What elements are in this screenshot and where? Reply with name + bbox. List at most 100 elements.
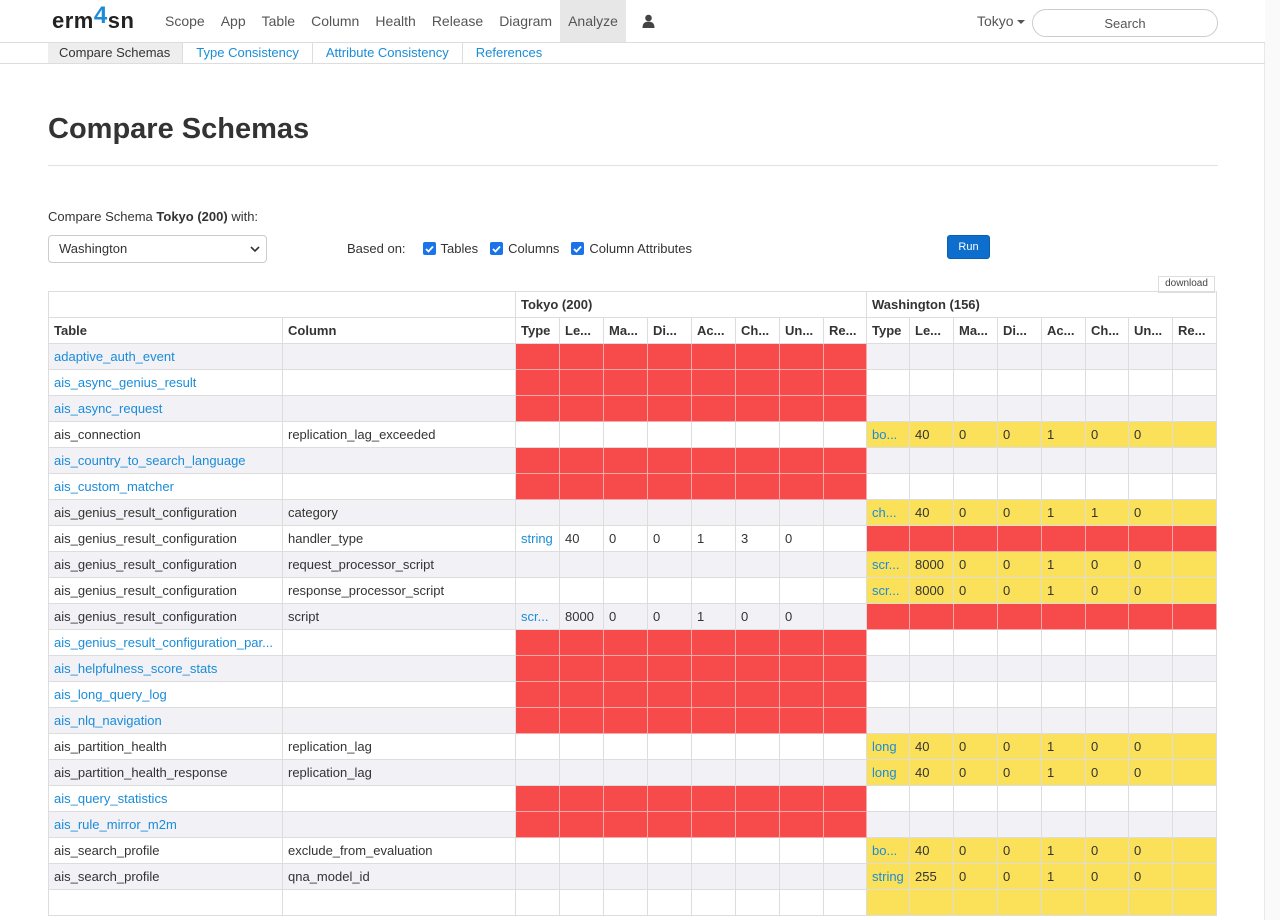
column-header[interactable]: Type	[515, 317, 560, 344]
nav-item-release[interactable]: Release	[431, 13, 484, 29]
type-link[interactable]: string	[872, 869, 904, 884]
option-tables[interactable]: Tables	[422, 241, 478, 256]
missing-cell	[1128, 603, 1173, 630]
type-link[interactable]: bo...	[872, 427, 898, 442]
table-name-cell: ais_partition_health_response	[48, 759, 283, 786]
column-header[interactable]: Re...	[1172, 317, 1217, 344]
run-button[interactable]: Run	[947, 235, 990, 259]
tab-type-consistency[interactable]: Type Consistency	[183, 43, 313, 63]
page-scrollbar[interactable]	[1264, 0, 1280, 920]
target-schema-select[interactable]: Washington	[48, 235, 267, 263]
type-link[interactable]: long	[872, 765, 897, 780]
column-name-cell: request_processor_script	[282, 551, 516, 578]
empty-cell	[823, 551, 867, 578]
nav-item-scope[interactable]: Scope	[165, 13, 205, 29]
nav-item-app[interactable]: App	[220, 13, 246, 29]
column-name-cell	[282, 343, 516, 370]
empty-cell	[1085, 369, 1129, 396]
column-header[interactable]: Ch...	[1085, 317, 1129, 344]
column-header[interactable]: Type	[866, 317, 910, 344]
chevron-down-icon	[250, 246, 260, 253]
empty-cell	[997, 785, 1042, 812]
table-row: ais_country_to_search_language	[48, 447, 1217, 474]
empty-cell	[1041, 707, 1086, 734]
schema-dropdown[interactable]: Tokyo	[977, 0, 1025, 43]
table-name-cell[interactable]: ais_query_statistics	[48, 785, 283, 812]
column-header[interactable]: Ch...	[735, 317, 780, 344]
empty-cell	[603, 733, 648, 760]
type-link[interactable]: string	[521, 531, 553, 546]
nav-item-health[interactable]: Health	[375, 13, 416, 29]
column-header[interactable]: Column	[282, 317, 516, 344]
missing-cell	[823, 395, 867, 422]
checkbox-tables[interactable]	[422, 242, 436, 255]
column-name-cell: script	[282, 603, 516, 630]
nav-item-column[interactable]: Column	[311, 13, 360, 29]
table-name-cell[interactable]: ais_helpfulness_score_stats	[48, 655, 283, 682]
nav-item-table[interactable]: Table	[261, 13, 296, 29]
column-header[interactable]: Ac...	[691, 317, 736, 344]
empty-cell	[691, 837, 736, 864]
column-header[interactable]: Di...	[997, 317, 1042, 344]
attr-cell: 0	[647, 525, 692, 552]
column-header[interactable]: Le...	[909, 317, 954, 344]
table-name-cell[interactable]: ais_rule_mirror_m2m	[48, 811, 283, 838]
search-input[interactable]	[1032, 9, 1218, 37]
table-name-cell[interactable]: ais_custom_matcher	[48, 473, 283, 500]
table-name-cell[interactable]: ais_async_request	[48, 395, 283, 422]
option-columns[interactable]: Columns	[490, 241, 559, 256]
user-icon[interactable]	[626, 0, 672, 42]
table-row: ais_genius_result_configuration handler_t…	[48, 525, 1217, 552]
type-link[interactable]: scr...	[521, 609, 549, 624]
missing-cell	[559, 473, 604, 500]
empty-cell	[866, 369, 910, 396]
table-name-cell[interactable]: ais_country_to_search_language	[48, 447, 283, 474]
table-name-cell[interactable]: ais_long_query_log	[48, 681, 283, 708]
table-name-cell[interactable]: ais_nlq_navigation	[48, 707, 283, 734]
empty-cell	[559, 733, 604, 760]
column-header[interactable]: Ma...	[953, 317, 998, 344]
missing-cell	[779, 681, 824, 708]
column-header[interactable]: Table	[48, 317, 283, 344]
empty-cell	[559, 421, 604, 448]
column-header[interactable]: Un...	[1128, 317, 1173, 344]
empty-cell	[735, 889, 780, 916]
option-column-attributes[interactable]: Column Attributes	[571, 241, 692, 256]
column-header[interactable]: Re...	[823, 317, 867, 344]
missing-cell	[823, 369, 867, 396]
table-name-cell[interactable]: adaptive_auth_event	[48, 343, 283, 370]
empty-cell	[1128, 785, 1173, 812]
checkbox-column-attributes[interactable]	[571, 242, 585, 255]
type-link[interactable]: scr...	[872, 557, 900, 572]
table-name-cell[interactable]: ais_async_genius_result	[48, 369, 283, 396]
nav-item-diagram[interactable]: Diagram	[499, 13, 553, 29]
column-header[interactable]: Di...	[647, 317, 692, 344]
type-link[interactable]: ch...	[872, 505, 897, 520]
type-link[interactable]: scr...	[872, 583, 900, 598]
tab-attribute-consistency[interactable]: Attribute Consistency	[313, 43, 463, 63]
type-link[interactable]: bo...	[872, 843, 898, 858]
column-header[interactable]: Ma...	[603, 317, 648, 344]
checkbox-columns[interactable]	[490, 242, 504, 255]
attr-cell: 0	[953, 733, 998, 760]
attr-cell: 1	[1041, 577, 1086, 604]
column-header[interactable]: Le...	[559, 317, 604, 344]
empty-cell	[691, 889, 736, 916]
attr-cell: 0	[1085, 551, 1129, 578]
empty-cell	[909, 369, 954, 396]
missing-cell	[647, 395, 692, 422]
empty-cell	[953, 369, 998, 396]
empty-cell	[735, 863, 780, 890]
nav-item-analyze[interactable]: Analyze	[560, 0, 626, 42]
missing-cell	[735, 811, 780, 838]
type-link[interactable]: long	[872, 739, 897, 754]
missing-cell	[603, 785, 648, 812]
missing-cell	[823, 343, 867, 370]
tab-compare-schemas[interactable]: Compare Schemas	[48, 43, 184, 63]
empty-cell	[823, 421, 867, 448]
tab-references[interactable]: References	[475, 45, 543, 60]
column-header[interactable]: Ac...	[1041, 317, 1086, 344]
table-name-cell[interactable]: ais_genius_result_configuration_par...	[48, 629, 283, 656]
app-logo[interactable]: erm4sn	[52, 2, 134, 35]
column-header[interactable]: Un...	[779, 317, 824, 344]
